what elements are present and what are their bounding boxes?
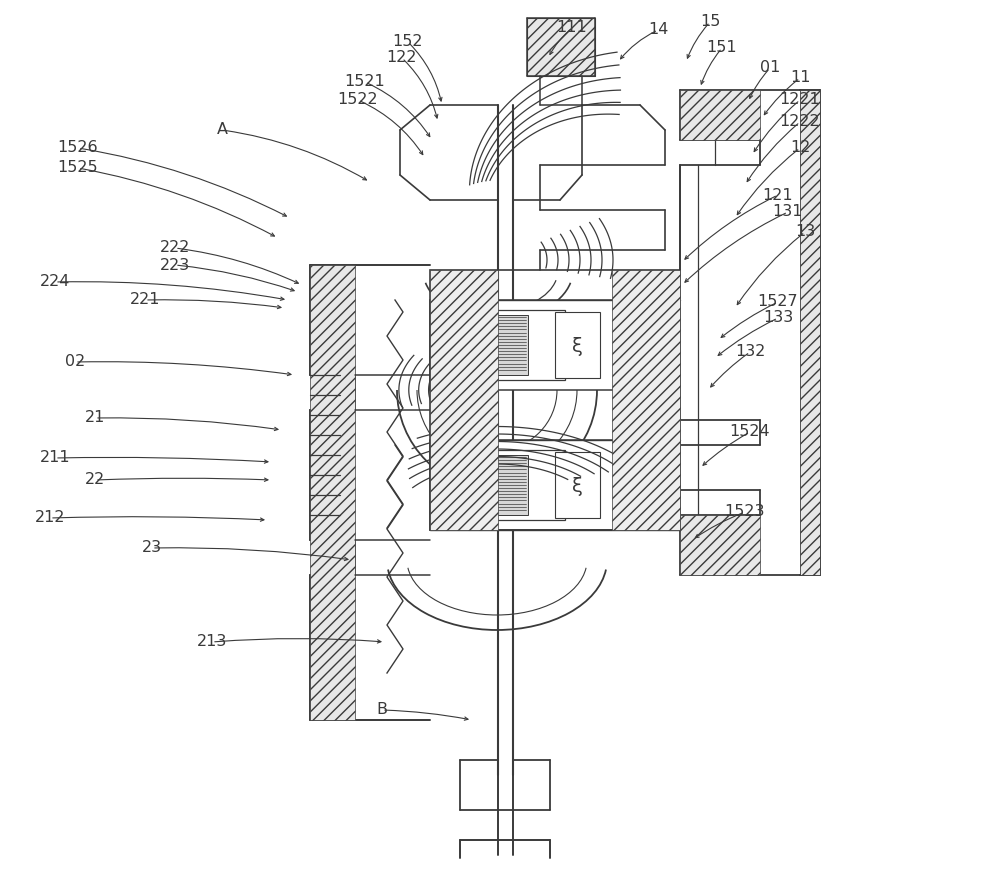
Text: 22: 22	[85, 473, 105, 488]
Bar	[448, 315, 528, 375]
Bar	[430, 270, 680, 530]
Text: 01: 01	[760, 61, 780, 75]
Text: ξ: ξ	[572, 338, 582, 356]
Bar	[430, 300, 680, 390]
Bar	[612, 270, 680, 530]
Text: 211: 211	[40, 451, 70, 466]
Text: 15: 15	[700, 15, 720, 30]
Bar	[445, 450, 565, 520]
Text: 132: 132	[735, 345, 765, 360]
Text: 1523: 1523	[725, 504, 765, 519]
Text: 1521: 1521	[345, 75, 385, 89]
Text: 11: 11	[790, 70, 810, 85]
Text: 221: 221	[130, 293, 160, 308]
Text: 122: 122	[387, 51, 417, 66]
Text: 13: 13	[795, 225, 815, 239]
Text: 14: 14	[648, 23, 668, 38]
Text: 02: 02	[65, 354, 85, 369]
Text: 12: 12	[790, 140, 810, 155]
Text: 151: 151	[707, 40, 737, 55]
Text: 224: 224	[40, 275, 70, 289]
Text: 1525: 1525	[58, 160, 98, 175]
Text: 121: 121	[763, 188, 793, 203]
Bar	[680, 515, 760, 575]
Text: 1221: 1221	[780, 92, 820, 108]
Bar	[310, 265, 355, 720]
Bar	[555, 312, 600, 378]
Text: 1222: 1222	[780, 115, 820, 130]
Text: 1522: 1522	[338, 92, 378, 108]
Text: 152: 152	[393, 34, 423, 49]
Bar	[800, 90, 820, 575]
Text: 21: 21	[85, 410, 105, 425]
Text: 133: 133	[763, 310, 793, 325]
Bar	[430, 270, 498, 530]
Text: 222: 222	[160, 240, 190, 255]
Text: 223: 223	[160, 258, 190, 273]
Bar	[555, 452, 600, 518]
Text: 1527: 1527	[758, 295, 798, 310]
Text: 23: 23	[142, 540, 162, 555]
Text: 1524: 1524	[730, 424, 770, 439]
Bar	[430, 440, 680, 530]
Text: A: A	[216, 123, 228, 138]
Text: B: B	[376, 702, 388, 717]
Bar	[527, 18, 595, 76]
Bar	[445, 310, 565, 380]
Text: 1526: 1526	[58, 140, 98, 155]
Text: ξ: ξ	[572, 477, 582, 496]
Bar	[448, 455, 528, 515]
Text: 111: 111	[557, 20, 587, 35]
Bar	[680, 90, 760, 140]
Text: 213: 213	[197, 634, 227, 650]
Text: 212: 212	[35, 510, 65, 525]
Text: 131: 131	[773, 204, 803, 219]
